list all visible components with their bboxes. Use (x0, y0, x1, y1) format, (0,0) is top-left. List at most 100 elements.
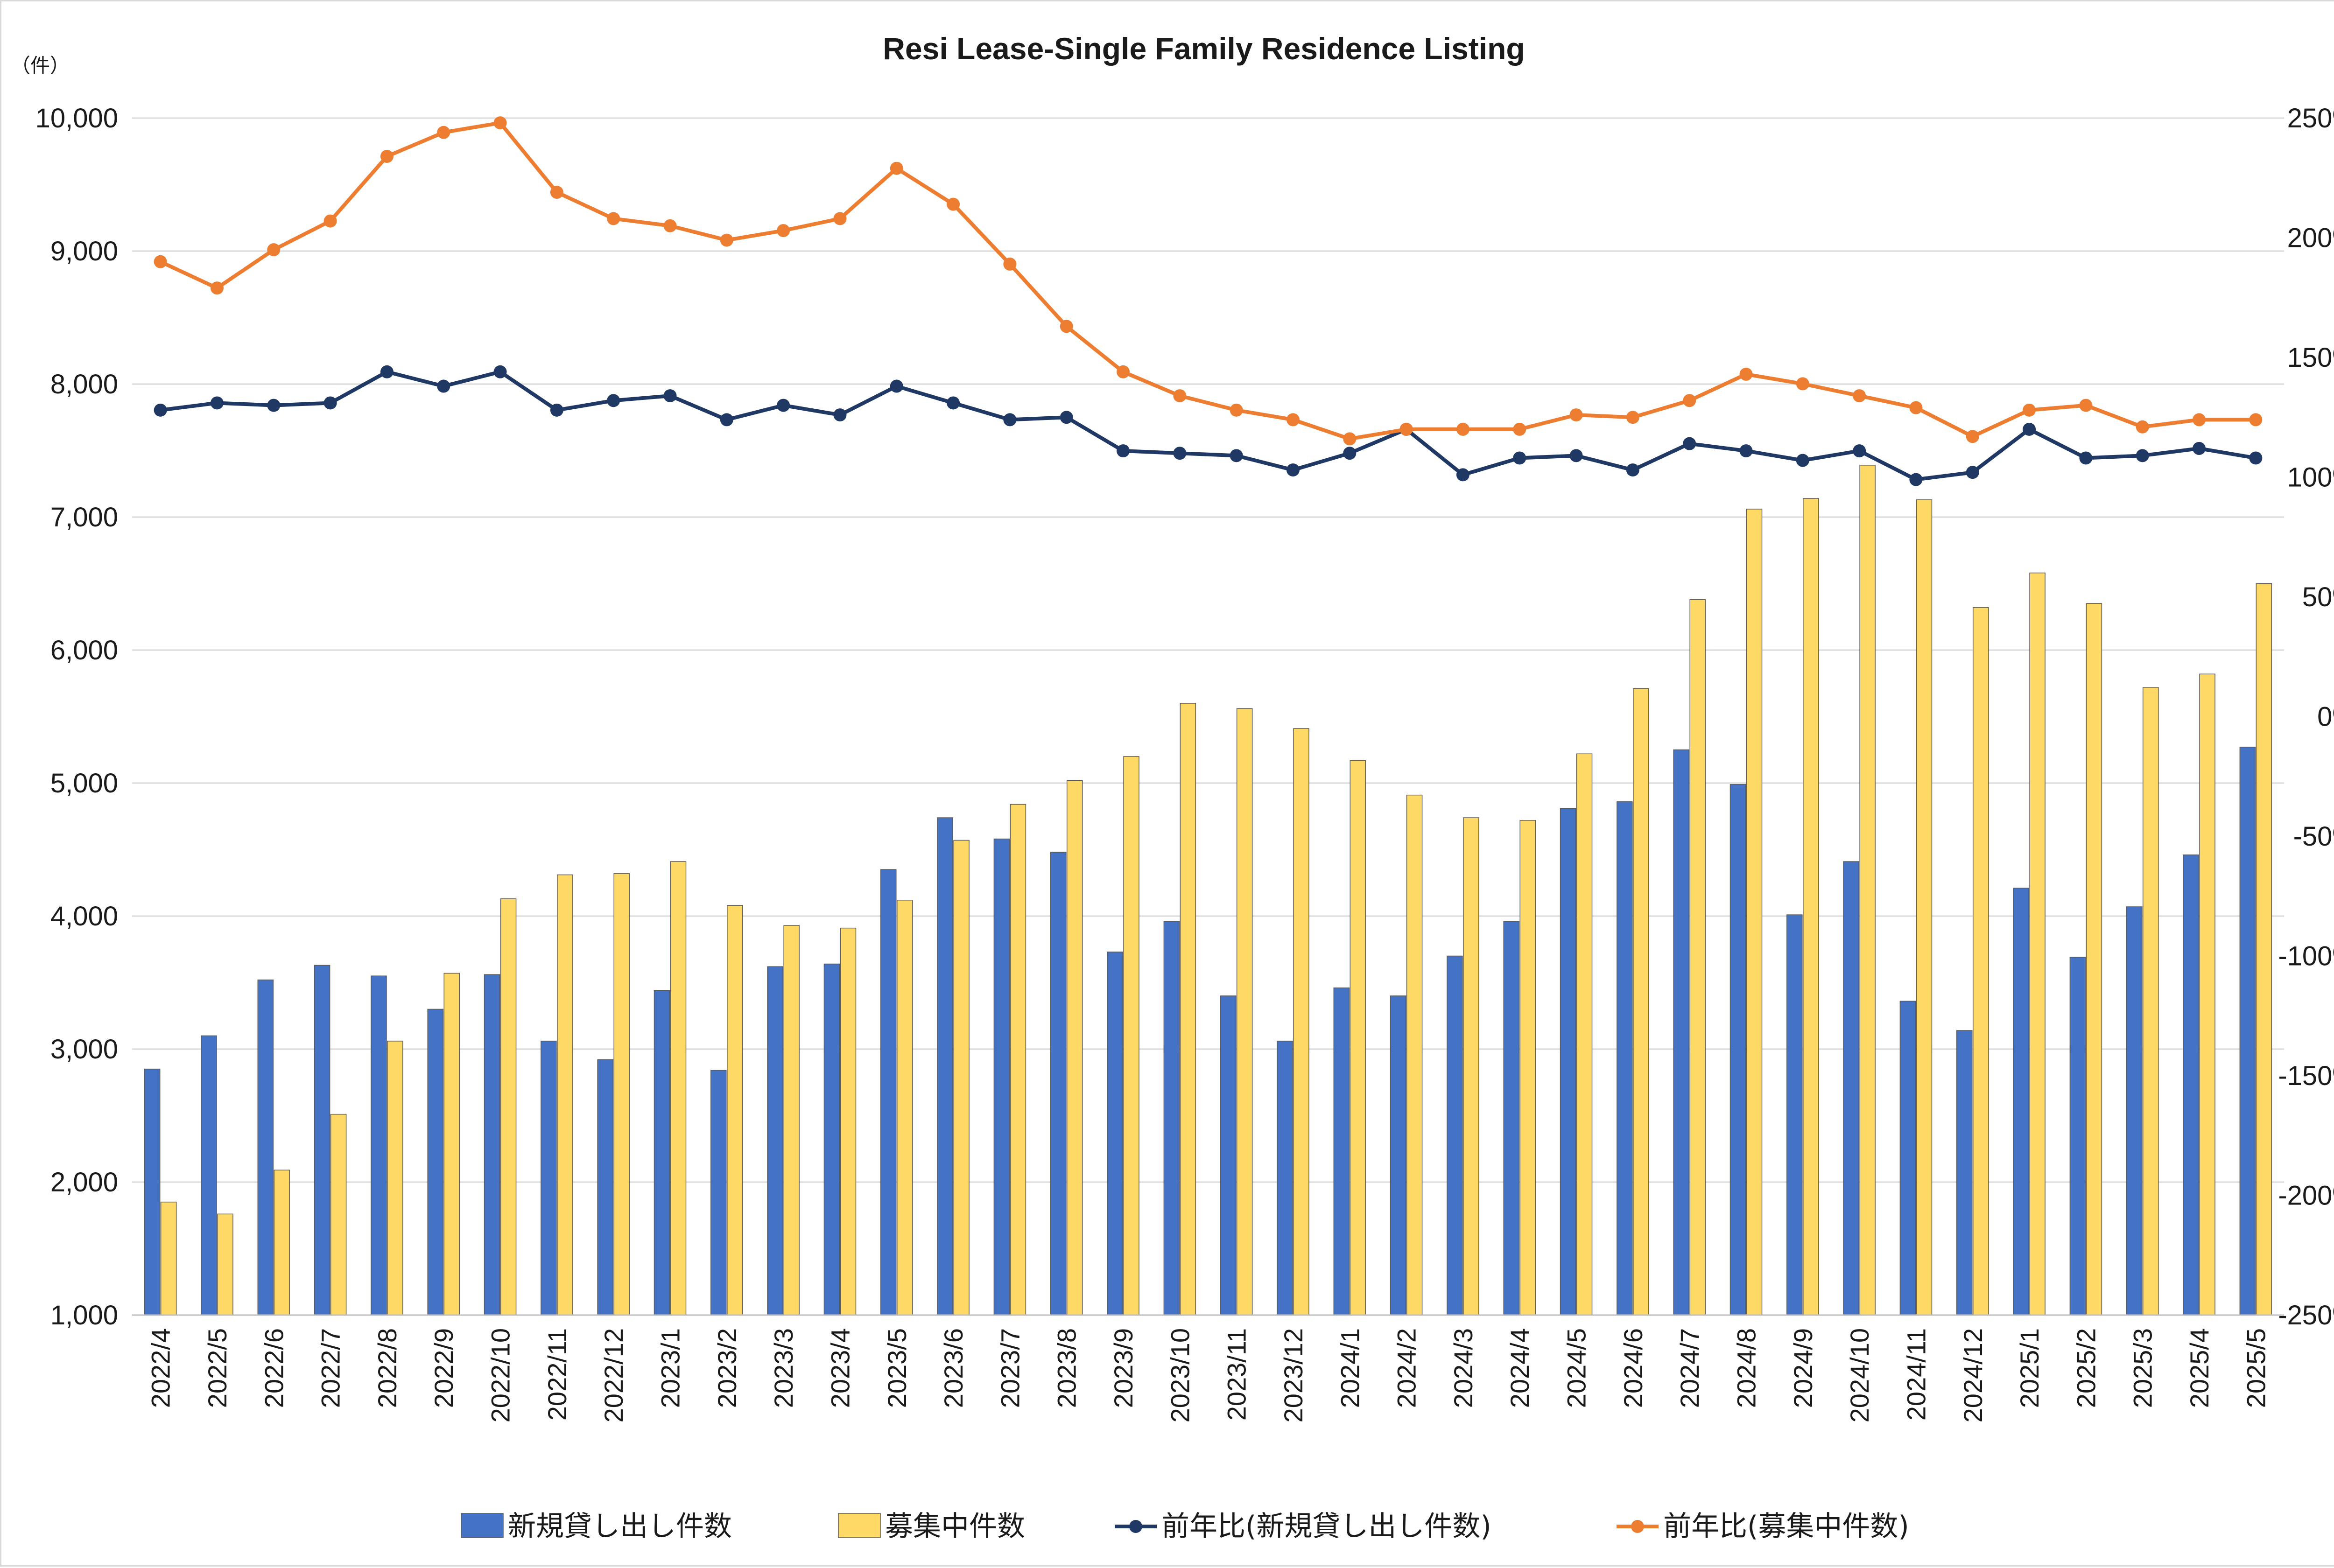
bar (387, 1041, 403, 1316)
bar (1729, 784, 1746, 1316)
line-point (2136, 449, 2149, 462)
bar (2126, 906, 2143, 1316)
bar (1010, 804, 1026, 1316)
x-tick-label: 2024/1 (1335, 1328, 1364, 1408)
bar (217, 1213, 233, 1316)
x-tick-label: 2023/8 (1052, 1328, 1082, 1408)
bar (993, 838, 1010, 1316)
line-point (1003, 257, 1017, 271)
x-tick-label: 2022/11 (542, 1328, 572, 1421)
line-point (1343, 432, 1357, 446)
x-tick-label: 2023/11 (1222, 1328, 1251, 1421)
line-point (437, 379, 450, 393)
line-point (2193, 413, 2206, 427)
line-point (2079, 399, 2093, 412)
y2-tick-label: 100% (2287, 462, 2334, 493)
bar (257, 980, 274, 1316)
bar (654, 990, 670, 1316)
x-tick-label: 2022/8 (373, 1328, 402, 1408)
bar (897, 900, 913, 1316)
x-tick-label: 2025/1 (2015, 1328, 2044, 1408)
bar (727, 905, 743, 1316)
x-tick-label: 2024/11 (1901, 1328, 1931, 1421)
bar (1447, 955, 1463, 1316)
x-tick-label: 2022/12 (599, 1328, 628, 1422)
y-axis-unit-label: （件） (11, 54, 70, 77)
bar (1503, 921, 1519, 1316)
x-tick-label: 2024/6 (1618, 1328, 1648, 1408)
bar (1617, 801, 1633, 1316)
x-tick-label: 2022/10 (486, 1328, 515, 1422)
line-point (380, 365, 394, 378)
y2-tick-label: 0% (2317, 702, 2334, 732)
line-point (1853, 389, 1866, 403)
x-tick-label: 2023/5 (882, 1328, 912, 1408)
bar-series-group (144, 465, 2272, 1316)
y-tick-label: 4,000 (50, 901, 118, 931)
x-tick-label: 2023/2 (712, 1328, 742, 1408)
line-point (1683, 437, 1696, 450)
bar (2239, 747, 2256, 1316)
line-point (1853, 444, 1866, 458)
x-tick-label: 2023/4 (825, 1328, 855, 1408)
line-point (1117, 444, 1130, 458)
y-tick-label: 1,000 (50, 1300, 118, 1330)
line-point (1909, 473, 1923, 486)
line-point (437, 126, 450, 139)
x-tick-label: 2022/4 (146, 1328, 176, 1408)
line-point (1683, 394, 1696, 407)
bar (2069, 957, 2086, 1316)
bar (201, 1035, 217, 1316)
bar (1333, 987, 1350, 1316)
legend-label: 前年比(新規貸し出し件数) (1161, 1510, 1491, 1543)
x-tick-label: 2025/3 (2128, 1328, 2158, 1408)
x-tick-label: 2023/1 (656, 1328, 685, 1408)
bar (371, 975, 387, 1316)
bar (1803, 498, 1819, 1316)
x-tick-label: 2024/7 (1675, 1328, 1704, 1408)
bar (1277, 1041, 1293, 1316)
line-point (210, 281, 224, 295)
line-point (1173, 447, 1187, 460)
line-point (1003, 413, 1017, 427)
bar (160, 1202, 177, 1316)
bar (1107, 952, 1123, 1316)
line-point (1343, 447, 1357, 460)
line-point (833, 408, 847, 422)
x-tick-label: 2023/10 (1165, 1328, 1195, 1422)
line-point (607, 394, 620, 407)
line-point (1966, 466, 1979, 479)
x-tick-label: 2023/3 (769, 1328, 798, 1408)
line-point (1230, 403, 1243, 417)
bar (1576, 753, 1593, 1316)
y2-tick-label: -50% (2293, 821, 2334, 852)
legend-swatch (461, 1513, 504, 1538)
line-point (1230, 449, 1243, 462)
chart-title: Resi Lease-Single Family Residence Listi… (883, 31, 1525, 66)
x-tick-label: 2025/2 (2071, 1328, 2101, 1408)
series-line (159, 121, 2256, 441)
y-tick-label: 8,000 (50, 369, 118, 399)
bar (541, 1041, 557, 1316)
bar (1973, 607, 1989, 1316)
line-point (1456, 468, 1469, 482)
x-tick-label: 2022/5 (203, 1328, 232, 1408)
x-tick-label: 2022/6 (259, 1328, 288, 1408)
line-point (1626, 463, 1639, 477)
bar (2142, 687, 2159, 1316)
line-point (267, 399, 281, 412)
bar (710, 1070, 727, 1316)
y2-tick-label: 150% (2287, 343, 2334, 373)
bar (1220, 995, 1237, 1316)
bar (443, 973, 460, 1316)
bar (1066, 780, 1083, 1316)
line-point (493, 116, 507, 130)
line-point (1060, 411, 1073, 424)
line-point (2136, 420, 2149, 434)
bar (1899, 1001, 1916, 1316)
bar (597, 1059, 613, 1316)
x-tick-label: 2024/2 (1392, 1328, 1421, 1408)
legend-label: 前年比(募集中件数) (1663, 1510, 1909, 1543)
line-point (210, 396, 224, 410)
x-tick-label: 2022/7 (316, 1328, 345, 1408)
